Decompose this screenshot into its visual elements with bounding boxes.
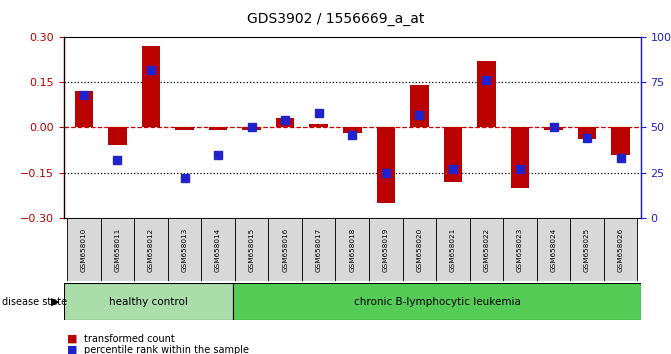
Text: percentile rank within the sample: percentile rank within the sample [84,345,249,354]
Text: GSM658011: GSM658011 [115,228,120,272]
Bar [376,127,395,202]
Bar [537,218,570,281]
Bar [444,127,462,182]
Text: GSM658013: GSM658013 [182,228,187,272]
Bar [309,125,328,127]
Text: GSM658024: GSM658024 [551,228,556,272]
Bar [234,283,641,320]
Text: ■: ■ [67,334,78,344]
Bar [470,218,503,281]
Bar [511,127,529,188]
Bar [142,46,160,127]
Bar [477,61,496,127]
Bar [235,218,268,281]
Bar [503,218,537,281]
Bar [67,218,101,281]
Bar [604,218,637,281]
Bar [410,85,429,127]
Bar [369,218,403,281]
Text: healthy control: healthy control [109,297,188,307]
Text: chronic B-lymphocytic leukemia: chronic B-lymphocytic leukemia [354,297,521,307]
Bar [302,218,336,281]
Text: disease state: disease state [2,297,67,307]
Bar [175,127,194,130]
Bar [611,127,630,154]
Text: GSM658018: GSM658018 [350,228,355,272]
Text: GSM658012: GSM658012 [148,228,154,272]
Bar [544,127,563,130]
Bar [101,218,134,281]
Text: GSM658015: GSM658015 [249,228,254,272]
Text: ▶: ▶ [52,297,60,307]
Text: GSM658016: GSM658016 [282,228,288,272]
Text: GSM658014: GSM658014 [215,228,221,272]
Text: GSM658017: GSM658017 [316,228,321,272]
Text: GSM658010: GSM658010 [81,228,87,272]
Bar [201,218,235,281]
Bar [74,91,93,127]
Text: GSM658026: GSM658026 [618,228,623,272]
Text: GDS3902 / 1556669_a_at: GDS3902 / 1556669_a_at [247,12,424,27]
Bar [168,218,201,281]
Text: GSM658019: GSM658019 [383,228,389,272]
Text: GSM658023: GSM658023 [517,228,523,272]
Text: GSM658021: GSM658021 [450,228,456,272]
Bar [403,218,436,281]
Text: ■: ■ [67,345,78,354]
Text: GSM658022: GSM658022 [484,228,489,272]
Bar [108,127,127,145]
Bar [343,127,362,133]
Bar [242,127,261,130]
Bar [578,127,597,139]
Bar [276,118,295,127]
Bar [134,218,168,281]
Bar [209,127,227,130]
Bar [336,218,369,281]
Bar [268,218,302,281]
Bar [64,283,234,320]
Bar [570,218,604,281]
Bar [436,218,470,281]
Text: transformed count: transformed count [84,334,174,344]
Text: GSM658025: GSM658025 [584,228,590,272]
Text: GSM658020: GSM658020 [417,228,422,272]
